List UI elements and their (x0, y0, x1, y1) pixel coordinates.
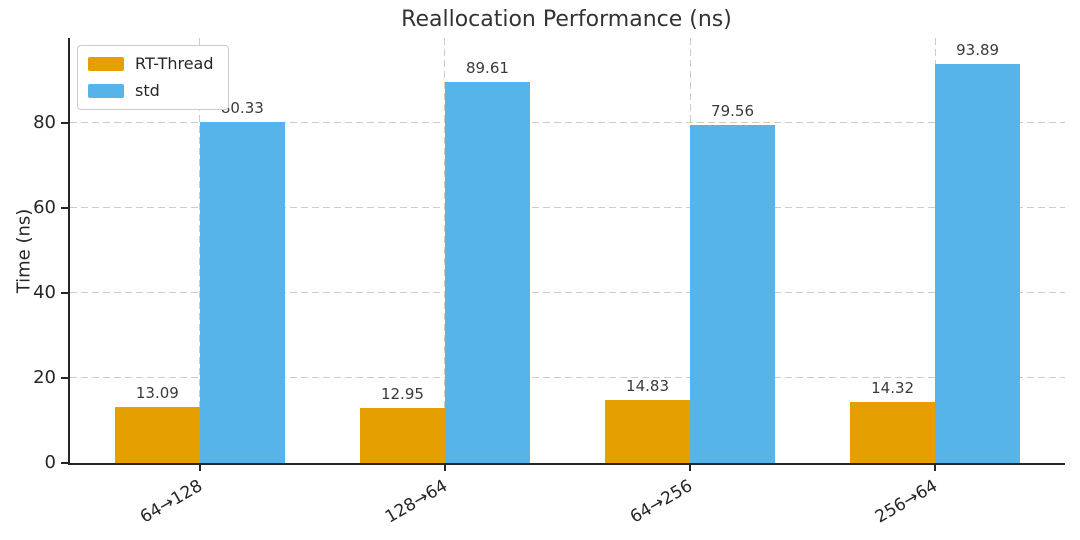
y-tick-mark (61, 207, 68, 209)
bar-rt-thread (850, 402, 936, 463)
bar-value-label: 14.32 (871, 379, 915, 398)
y-tick-label: 80 (33, 112, 56, 133)
legend-swatch-std (88, 83, 124, 98)
legend: RT-Thread std (77, 45, 229, 110)
bar-std (690, 124, 776, 463)
x-tick-mark (443, 465, 446, 471)
x-tick-label: 128→64 (381, 476, 451, 528)
bar-std (935, 63, 1021, 463)
legend-item: RT-Thread (88, 54, 214, 73)
gridline-horizontal (70, 122, 1065, 123)
gridline-horizontal (70, 377, 1065, 378)
plot-area: RT-Thread std 13.09 80.33 12.95 89.61 14.83 79… (68, 38, 1065, 465)
bar-value-label: 12.95 (380, 384, 424, 403)
y-tick-label: 60 (33, 197, 56, 218)
gridline-horizontal (70, 292, 1065, 293)
bar-value-label: 14.83 (626, 376, 669, 395)
y-tick-mark (61, 292, 68, 294)
legend-item: std (88, 81, 214, 100)
x-tick-label: 64→128 (136, 476, 206, 528)
chart-title: Reallocation Performance (ns) (401, 7, 732, 32)
x-tick-mark (198, 465, 201, 471)
y-tick-label: 20 (33, 367, 56, 388)
legend-swatch-rt-thread (88, 56, 124, 71)
x-tick-mark (689, 465, 692, 471)
y-tick-label: 40 (33, 282, 56, 303)
y-tick-mark (61, 462, 68, 464)
y-tick-mark (61, 122, 68, 124)
legend-label: std (135, 81, 160, 100)
bar-value-label: 13.09 (135, 384, 179, 403)
gridline-horizontal (70, 207, 1065, 208)
y-tick-mark (61, 377, 68, 379)
bar-rt-thread (359, 407, 445, 463)
bar-std (444, 82, 530, 463)
x-tick-mark (934, 465, 937, 471)
y-axis-label: Time (ns) (13, 208, 35, 294)
bar-value-label: 93.89 (956, 40, 1000, 59)
bar-std (199, 121, 285, 463)
bar-value-label: 89.61 (465, 59, 509, 78)
bar-value-label: 80.33 (220, 98, 264, 117)
x-tick-label: 64→256 (626, 476, 697, 528)
bar-value-label: 79.56 (711, 101, 754, 120)
y-tick-label: 0 (44, 452, 56, 473)
x-tick-label: 256→64 (871, 476, 942, 528)
bar-rt-thread (605, 399, 691, 463)
bar-rt-thread (114, 407, 200, 463)
legend-label: RT-Thread (135, 54, 214, 73)
